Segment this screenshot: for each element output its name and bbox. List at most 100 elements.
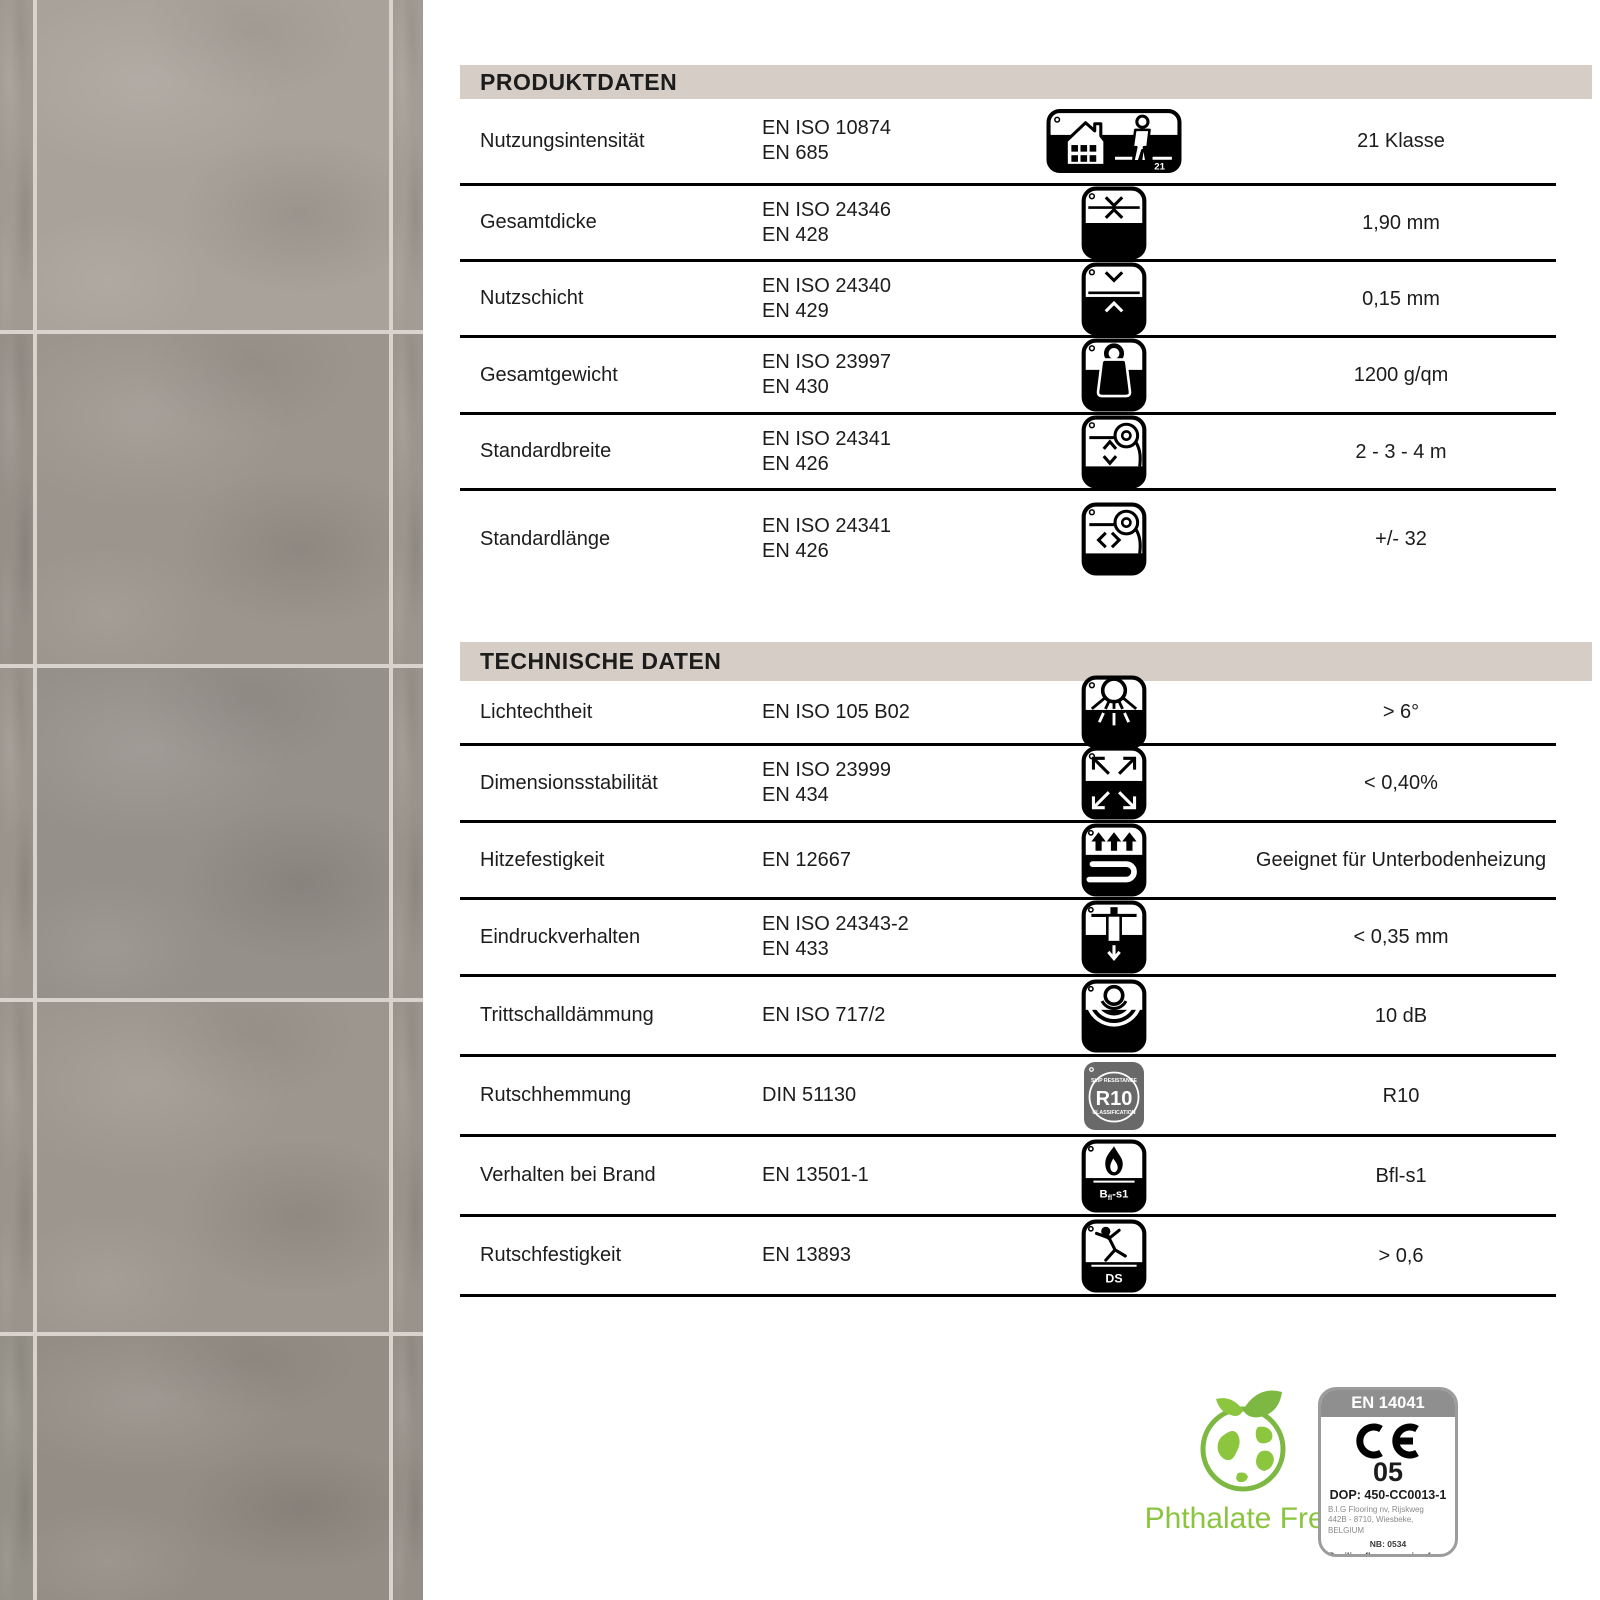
ce-address: B.I.G Flooring nv, Rijskweg 442B - 8710,… — [1328, 1505, 1424, 1535]
slip-ds-icon: DS — [1081, 1219, 1147, 1292]
roll-length-icon — [1081, 502, 1147, 576]
underfloor-heating-icon — [1081, 823, 1147, 897]
property-label: Rutschfestigkeit — [480, 1244, 622, 1266]
table-row: Nutzschicht EN ISO 24340 EN 429 0,15 mm — [460, 262, 1556, 338]
tile — [0, 1336, 33, 1600]
table-row: Hitzefestigkeit EN 12667 Geeignet für Un… — [460, 823, 1556, 900]
table-row: Nutzungsintensität EN ISO 10874 EN 685 2… — [460, 99, 1556, 186]
property-value: 1200 g/qm — [1353, 364, 1449, 386]
property-value: 0,15 mm — [1362, 287, 1440, 310]
property-value: 1,90 mm — [1362, 211, 1440, 234]
standard-code: EN 12667 — [762, 848, 851, 871]
indentation-icon — [1081, 900, 1147, 974]
table-row: Standardlänge EN ISO 24341 EN 426 +/- 32 — [460, 491, 1556, 587]
property-label: Dimensionsstabilität — [480, 771, 658, 794]
property-label: Eindruckverhalten — [480, 925, 641, 948]
tile — [37, 1336, 389, 1600]
technische-daten-table: TECHNISCHE DATEN Lichtechtheit EN ISO 10… — [460, 642, 1592, 1297]
wear-layer-icon — [1081, 262, 1147, 335]
table-row: Rutschhemmung DIN 51130 SLIP RESISTANCE … — [460, 1057, 1556, 1137]
tile-floor-photo — [0, 0, 423, 1600]
standard-code: DIN 51130 — [762, 1084, 857, 1106]
tile — [0, 1002, 33, 1332]
usage-class-number: 21 — [1154, 161, 1165, 172]
property-label: Trittschalldämmung — [480, 1004, 654, 1026]
tile — [393, 668, 423, 998]
property-label: Hitzefestigkeit — [480, 848, 605, 871]
standard-code: EN ISO 24341 EN 426 — [762, 515, 891, 562]
standard-code: EN ISO 24340 EN 429 — [762, 274, 891, 322]
fire-behaviour-icon: Bfl-s1 — [1081, 1139, 1147, 1212]
standard-code: EN ISO 10874 EN 685 — [762, 117, 891, 164]
r10-main-label: R10 — [1096, 1088, 1133, 1110]
property-value: 10 dB — [1374, 1004, 1428, 1027]
table-row: Trittschalldämmung EN ISO 717/2 10 dB — [460, 977, 1556, 1057]
tile — [0, 0, 33, 330]
ds-label: DS — [1105, 1271, 1122, 1285]
table-row: Dimensionsstabilität EN ISO 23999 EN 434… — [460, 746, 1556, 823]
standard-code: EN ISO 24343-2 EN 433 — [762, 913, 909, 960]
table-row: Gesamtdicke EN ISO 24346 EN 428 1,90 mm — [460, 186, 1556, 262]
tile — [37, 0, 389, 330]
tile — [393, 1002, 423, 1332]
standard-code: EN 13893 — [762, 1244, 851, 1266]
property-value: Bfl-s1 — [1375, 1164, 1427, 1187]
property-value: > 6° — [1382, 701, 1420, 723]
standard-code: EN ISO 24346 EN 428 — [762, 198, 891, 246]
tile — [37, 1002, 389, 1332]
phthalate-free-logo: Phthalate Free — [1093, 1383, 1393, 1536]
light-fastness-sun-icon — [1081, 675, 1147, 749]
standard-code: EN ISO 23999 EN 434 — [762, 759, 891, 806]
table-row: Lichtechtheit EN ISO 105 B02 > 6° — [460, 675, 1556, 749]
property-value: < 0,35 mm — [1353, 926, 1449, 948]
section-title: TECHNISCHE DATEN — [480, 648, 722, 674]
r10-bottom-label: CLASSIFICATION — [1092, 1110, 1135, 1116]
impact-sound-icon — [1081, 979, 1147, 1052]
property-value: 2 - 3 - 4 m — [1355, 440, 1447, 463]
ce-certification-box: EN 14041 05 DOP: 450-CC0013-1 B.I.G Floo… — [1318, 1387, 1458, 1557]
property-value: > 0,6 — [1378, 1244, 1424, 1267]
property-label: Verhalten bei Brand — [480, 1164, 656, 1186]
table-row: Eindruckverhalten EN ISO 24343-2 EN 433 … — [460, 900, 1556, 977]
property-label: Gesamtgewicht — [480, 363, 618, 386]
property-label: Standardbreite — [480, 440, 612, 462]
standard-code: EN ISO 105 B02 — [762, 700, 910, 723]
section-header-produktdaten: PRODUKTDATEN — [460, 65, 1592, 99]
produktdaten-table: PRODUKTDATEN Nutzungsintensität EN ISO 1… — [460, 65, 1592, 587]
globe-leaf-icon — [1200, 1390, 1286, 1492]
ce-year: 05 — [1372, 1457, 1404, 1487]
tile — [393, 0, 423, 330]
section-title: PRODUKTDATEN — [480, 68, 678, 95]
tile — [37, 334, 389, 664]
table-row: Verhalten bei Brand EN 13501-1 Bfl-s1 Bf… — [460, 1137, 1556, 1217]
property-value: < 0,40% — [1364, 772, 1438, 794]
property-value: +/- 32 — [1375, 528, 1427, 550]
property-label: Nutzschicht — [480, 287, 584, 309]
tile — [0, 668, 33, 998]
phthalate-free-label: Phthalate Free — [1144, 1502, 1342, 1535]
standard-code: EN ISO 24341 EN 426 — [762, 427, 891, 475]
tile — [37, 668, 389, 998]
tile — [393, 334, 423, 664]
tile — [0, 334, 33, 664]
property-label: Nutzungsintensität — [480, 129, 645, 152]
usage-class-21-icon: 21 — [1046, 109, 1182, 173]
total-thickness-icon — [1081, 186, 1147, 259]
ce-description: Resilien floor covering for use within b… — [1328, 1551, 1440, 1557]
ce-notified-body: NB: 0534 — [1369, 1539, 1407, 1550]
property-value: Geeignet für Unterbodenheizung — [1255, 849, 1547, 871]
property-label: Gesamtdicke — [480, 211, 597, 233]
dimensional-stability-arrows-icon — [1081, 746, 1147, 820]
property-label: Lichtechtheit — [480, 700, 593, 723]
roll-width-icon — [1081, 415, 1147, 488]
total-weight-icon — [1081, 338, 1147, 412]
property-label: Rutschhemmung — [480, 1084, 632, 1106]
property-label: Standardlänge — [480, 527, 611, 550]
standard-code: EN ISO 23997 EN 430 — [762, 351, 891, 398]
table-row: Rutschfestigkeit EN 13893 DS > 0,6 — [460, 1217, 1556, 1297]
ce-dop: DOP: 450-CC0013-1 — [1329, 1488, 1447, 1502]
property-value: 21 Klasse — [1357, 130, 1445, 152]
section-header-technische-daten: TECHNISCHE DATEN — [460, 642, 1592, 681]
table-row: Gesamtgewicht EN ISO 23997 EN 430 1200 g… — [460, 338, 1556, 415]
standard-code: EN 13501-1 — [762, 1164, 869, 1186]
